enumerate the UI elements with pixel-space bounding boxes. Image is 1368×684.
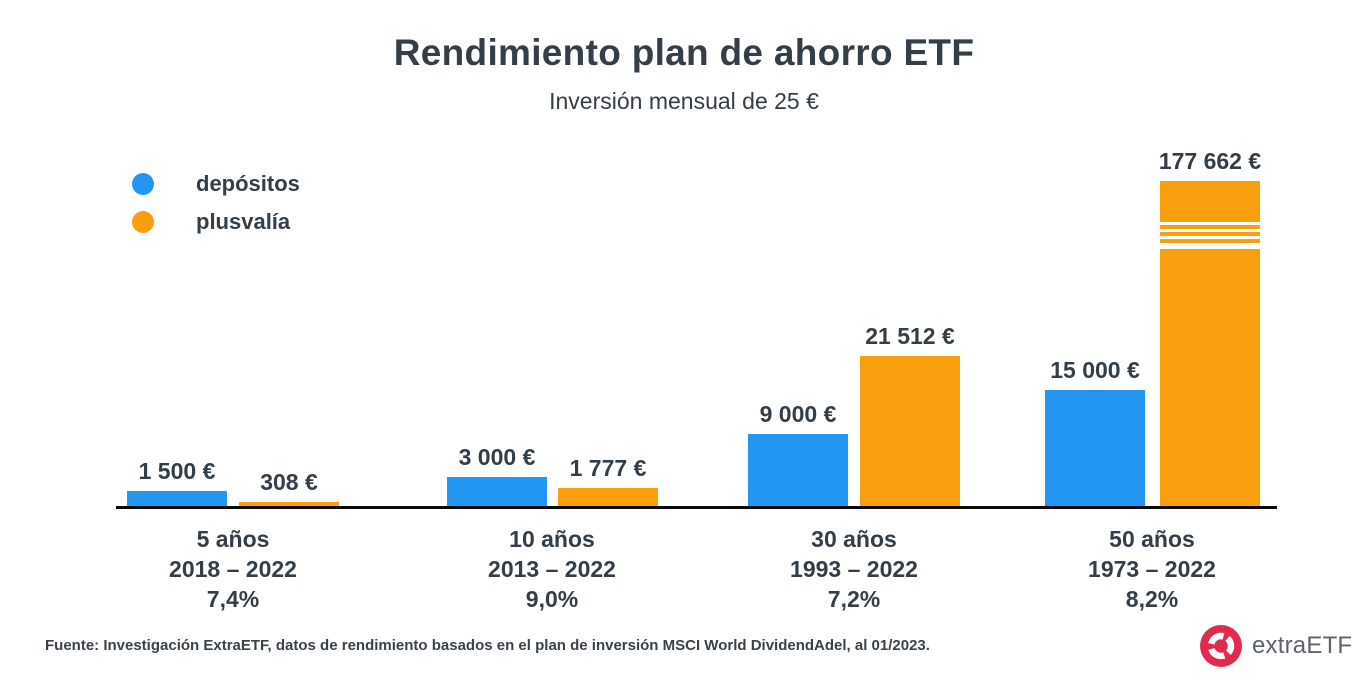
bar-segment-top — [1160, 181, 1260, 222]
bar-value-depositos-50-anos: 15 000 € — [1050, 357, 1140, 383]
extraetf-logo: extraETF — [1199, 624, 1352, 668]
bar-depositos-10-anos: 3 000 € — [447, 444, 547, 507]
axis-break-stripe — [1160, 225, 1260, 229]
axis-break-gap — [1160, 229, 1260, 232]
category-return: 8,2% — [1125, 586, 1179, 612]
x-axis-line — [116, 506, 1277, 509]
bar-value-plusvalia-10-anos: 1 777 € — [569, 455, 647, 481]
bar-value-plusvalia-30-anos: 21 512 € — [865, 323, 955, 349]
bar-segment-bottom — [1160, 249, 1260, 507]
x-category-30-anos: 30 años 1993 – 2022 7,2% — [744, 524, 964, 614]
source-note: Fuente: Investigación ExtraETF, datos de… — [45, 637, 930, 654]
category-range: 2018 – 2022 — [169, 556, 297, 582]
axis-break-gap — [1160, 236, 1260, 239]
x-category-5-anos: 5 años 2018 – 2022 7,4% — [123, 524, 343, 614]
legend-item-plusvalia: plusvalía — [132, 203, 300, 241]
bar-value-depositos-30-anos: 9 000 € — [759, 401, 837, 427]
extraetf-logo-icon — [1200, 625, 1242, 667]
axis-break-gap — [1160, 243, 1260, 249]
bar-plusvalia-30-anos: 21 512 € — [860, 323, 960, 507]
bar-value-depositos-10-anos: 3 000 € — [458, 444, 536, 470]
bar-depositos-30-anos: 9 000 € — [748, 401, 848, 507]
bar-value-plusvalia-5-anos: 308 € — [260, 469, 318, 495]
category-return: 7,4% — [206, 586, 260, 612]
bar-plusvalia-50-anos-broken: 177 662 € — [1159, 148, 1261, 507]
logo-text-extra: extra — [1252, 632, 1307, 659]
plusvalia-swatch-icon — [132, 211, 154, 233]
bar-plusvalia-10-anos: 1 777 € — [558, 455, 658, 507]
extraetf-logo-text: extraETF — [1252, 632, 1352, 660]
axis-break-stripe — [1160, 239, 1260, 243]
bar-plusvalia-5-anos: 308 € — [239, 469, 339, 507]
bar-value-depositos-5-anos: 1 500 € — [138, 458, 216, 484]
bar-depositos-5-anos: 1 500 € — [127, 458, 227, 507]
category-range: 1973 – 2022 — [1088, 556, 1216, 582]
legend: depósitos plusvalía — [132, 165, 300, 241]
depositos-swatch-icon — [132, 173, 154, 195]
bar-value-plusvalia-50-anos: 177 662 € — [1158, 148, 1262, 174]
legend-label-depositos: depósitos — [196, 171, 300, 196]
category-duration: 5 años — [196, 526, 270, 552]
chart-subtitle: Inversión mensual de 25 € — [549, 88, 819, 114]
category-duration: 10 años — [509, 526, 595, 552]
axis-break-stripe — [1160, 232, 1260, 236]
category-return: 7,2% — [827, 586, 881, 612]
x-category-50-anos: 50 años 1973 – 2022 8,2% — [1042, 524, 1262, 614]
x-category-10-anos: 10 años 2013 – 2022 9,0% — [442, 524, 662, 614]
logo-text-etf: ETF — [1306, 632, 1353, 659]
category-range: 2013 – 2022 — [488, 556, 616, 582]
category-range: 1993 – 2022 — [790, 556, 918, 582]
legend-item-depositos: depósitos — [132, 165, 300, 203]
category-duration: 50 años — [1109, 526, 1195, 552]
legend-label-plusvalia: plusvalía — [196, 209, 291, 234]
chart-title: Rendimiento plan de ahorro ETF — [393, 32, 975, 73]
category-duration: 30 años — [811, 526, 897, 552]
bar-depositos-50-anos: 15 000 € — [1045, 357, 1145, 507]
axis-break-gap — [1160, 222, 1260, 225]
category-return: 9,0% — [525, 586, 579, 612]
